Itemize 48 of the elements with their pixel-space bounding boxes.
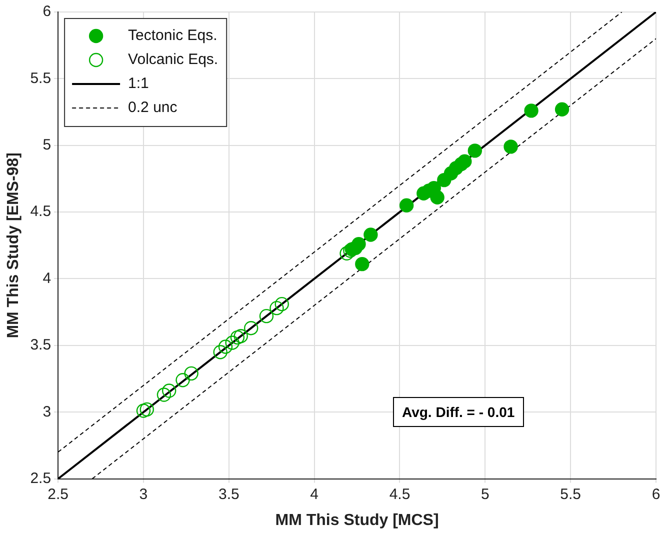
point xyxy=(430,190,444,204)
legend-label: Volcanic Eqs. xyxy=(128,51,218,68)
legend-label: Tectonic Eqs. xyxy=(128,27,218,44)
y-tick-label: 3.5 xyxy=(30,336,52,354)
x-tick-label: 5 xyxy=(480,486,490,503)
y-tick-label: 3 xyxy=(42,403,52,420)
legend-label: 0.2 unc xyxy=(128,99,178,116)
x-axis-title: MM This Study [MCS] xyxy=(275,512,439,529)
y-axis-title: MM This Study [EMS-98] xyxy=(5,152,22,338)
point xyxy=(162,384,176,398)
point xyxy=(352,236,366,252)
y-tick-label: 4.5 xyxy=(30,203,52,220)
x-tick-label: 6 xyxy=(652,486,660,503)
point xyxy=(355,256,370,272)
point xyxy=(213,344,228,360)
point xyxy=(176,373,190,388)
point xyxy=(259,308,274,324)
x-tick-label: 4 xyxy=(310,486,318,503)
y-tick-label: 4 xyxy=(42,270,52,287)
point xyxy=(218,340,233,354)
point xyxy=(554,102,570,116)
y-tick-label: 2.5 xyxy=(30,470,52,487)
point xyxy=(184,366,198,381)
x-tick-label: 3.5 xyxy=(218,486,240,503)
point xyxy=(524,104,538,118)
point xyxy=(274,296,289,312)
point xyxy=(244,320,258,336)
point xyxy=(136,404,151,418)
point xyxy=(340,246,354,261)
y-tick-label: 6 xyxy=(42,3,52,20)
y-tick-label: 5.5 xyxy=(30,70,52,87)
x-tick-label: 4.5 xyxy=(389,486,410,503)
annotation: Avg. Diff. = - 0.01 xyxy=(393,397,524,427)
point xyxy=(399,198,414,212)
point xyxy=(156,388,172,402)
point xyxy=(270,300,284,316)
legend-label: 1:1 xyxy=(128,75,149,92)
x-tick-label: 3 xyxy=(139,486,148,503)
y-tick-label: 5 xyxy=(42,136,52,154)
point xyxy=(230,330,245,345)
point xyxy=(364,228,378,242)
point xyxy=(458,154,472,168)
point xyxy=(468,144,482,158)
x-tick-label: 5.5 xyxy=(560,486,582,503)
point xyxy=(234,328,248,344)
point xyxy=(225,336,240,350)
point xyxy=(504,140,518,154)
point xyxy=(140,402,154,417)
